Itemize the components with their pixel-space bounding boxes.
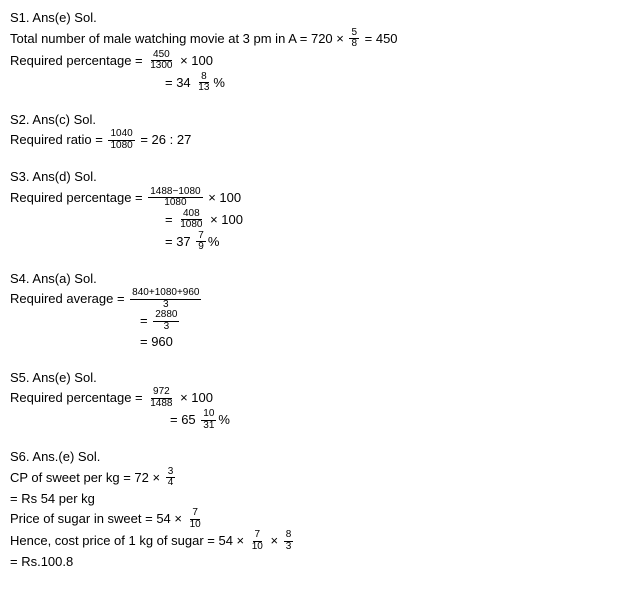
- text: = 26 : 27: [137, 130, 192, 150]
- denominator: 4: [166, 478, 176, 489]
- fraction: 1040 1080: [108, 129, 134, 151]
- denominator: 13: [196, 83, 211, 94]
- denominator: 1080: [178, 220, 204, 231]
- s2-header: S2. Ans(c) Sol.: [10, 110, 630, 130]
- numerator: 7: [190, 508, 200, 520]
- denominator: 1080: [108, 141, 134, 152]
- text: × 100: [205, 188, 242, 208]
- text: = 65: [170, 410, 199, 430]
- text: %: [218, 410, 230, 430]
- text: × 100: [176, 51, 213, 71]
- s3-line2: = 408 1080 × 100: [165, 209, 630, 231]
- denominator: 8: [349, 39, 359, 50]
- numerator: 1040: [108, 129, 134, 141]
- text: Required percentage =: [10, 188, 146, 208]
- denominator: 3: [162, 322, 172, 333]
- denominator: 31: [201, 421, 216, 432]
- denominator: 9: [196, 242, 206, 253]
- denominator: 10: [250, 542, 265, 553]
- text: × 100: [176, 388, 213, 408]
- denominator: 1488: [148, 399, 174, 410]
- numerator: 8: [284, 530, 294, 542]
- solution-s4: S4. Ans(a) Sol. Required average = 840+1…: [10, 269, 630, 352]
- s4-line2: = 2880 3: [140, 310, 630, 332]
- text: ×: [267, 531, 282, 551]
- text: Required average =: [10, 289, 128, 309]
- s5-header: S5. Ans(e) Sol.: [10, 368, 630, 388]
- s6-line2: = Rs 54 per kg: [10, 489, 630, 509]
- fraction: 7 9: [196, 231, 206, 253]
- s1-line1: Total number of male watching movie at 3…: [10, 28, 630, 50]
- fraction: 7 10: [188, 508, 203, 530]
- text: × 100: [206, 210, 243, 230]
- text: Hence, cost price of 1 kg of sugar = 54 …: [10, 531, 248, 551]
- s6-line1: CP of sweet per kg = 72 × 3 4: [10, 467, 630, 489]
- text: Total number of male watching movie at 3…: [10, 29, 347, 49]
- fraction: 5 8: [349, 28, 359, 50]
- solution-s1: S1. Ans(e) Sol. Total number of male wat…: [10, 8, 630, 94]
- s5-line2: = 65 10 31 %: [170, 409, 630, 431]
- fraction: 840+1080+960 3: [130, 288, 201, 310]
- text: %: [208, 232, 220, 252]
- s1-line2: Required percentage = 450 1300 × 100: [10, 50, 630, 72]
- fraction: 7 10: [250, 530, 265, 552]
- s6-line4: Hence, cost price of 1 kg of sugar = 54 …: [10, 530, 630, 552]
- text: = 450: [361, 29, 398, 49]
- denominator: 3: [284, 542, 294, 553]
- s6-line3: Price of sugar in sweet = 54 × 7 10: [10, 508, 630, 530]
- fraction: 8 13: [196, 72, 211, 94]
- denominator: 10: [188, 520, 203, 531]
- text: Price of sugar in sweet = 54 ×: [10, 509, 186, 529]
- fraction: 8 3: [284, 530, 294, 552]
- fraction: 408 1080: [178, 209, 204, 231]
- denominator: 1300: [148, 61, 174, 72]
- text: = 34: [165, 73, 194, 93]
- text: = 960: [140, 332, 173, 352]
- denominator: 1080: [162, 198, 188, 209]
- solution-s3: S3. Ans(d) Sol. Required percentage = 14…: [10, 167, 630, 253]
- solution-s5: S5. Ans(e) Sol. Required percentage = 97…: [10, 368, 630, 432]
- solution-s6: S6. Ans.(e) Sol. CP of sweet per kg = 72…: [10, 447, 630, 572]
- solution-s2: S2. Ans(c) Sol. Required ratio = 1040 10…: [10, 110, 630, 152]
- numerator: 10: [201, 409, 216, 421]
- s5-line1: Required percentage = 972 1488 × 100: [10, 387, 630, 409]
- fraction: 450 1300: [148, 50, 174, 72]
- s6-line5: = Rs.100.8: [10, 552, 630, 572]
- s3-line3: = 37 7 9 %: [165, 231, 630, 253]
- fraction: 3 4: [166, 467, 176, 489]
- s1-line3: = 34 8 13 %: [165, 72, 630, 94]
- s3-header: S3. Ans(d) Sol.: [10, 167, 630, 187]
- s6-header: S6. Ans.(e) Sol.: [10, 447, 630, 467]
- text: = 37: [165, 232, 194, 252]
- numerator: 2880: [153, 310, 179, 322]
- s1-header: S1. Ans(e) Sol.: [10, 8, 630, 28]
- s3-line1: Required percentage = 1488−1080 1080 × 1…: [10, 187, 630, 209]
- text: =: [165, 210, 176, 230]
- s2-line1: Required ratio = 1040 1080 = 26 : 27: [10, 129, 630, 151]
- s4-line3: = 960: [140, 332, 630, 352]
- numerator: 7: [253, 530, 263, 542]
- text: Required percentage =: [10, 51, 146, 71]
- text: Required percentage =: [10, 388, 146, 408]
- numerator: 840+1080+960: [130, 288, 201, 300]
- text: =: [140, 311, 151, 331]
- text: Required ratio =: [10, 130, 106, 150]
- fraction: 1488−1080 1080: [148, 187, 202, 209]
- fraction: 972 1488: [148, 387, 174, 409]
- s4-line1: Required average = 840+1080+960 3: [10, 288, 630, 310]
- text: CP of sweet per kg = 72 ×: [10, 468, 164, 488]
- s4-header: S4. Ans(a) Sol.: [10, 269, 630, 289]
- fraction: 2880 3: [153, 310, 179, 332]
- numerator: 972: [151, 387, 172, 399]
- text: %: [213, 73, 225, 93]
- fraction: 10 31: [201, 409, 216, 431]
